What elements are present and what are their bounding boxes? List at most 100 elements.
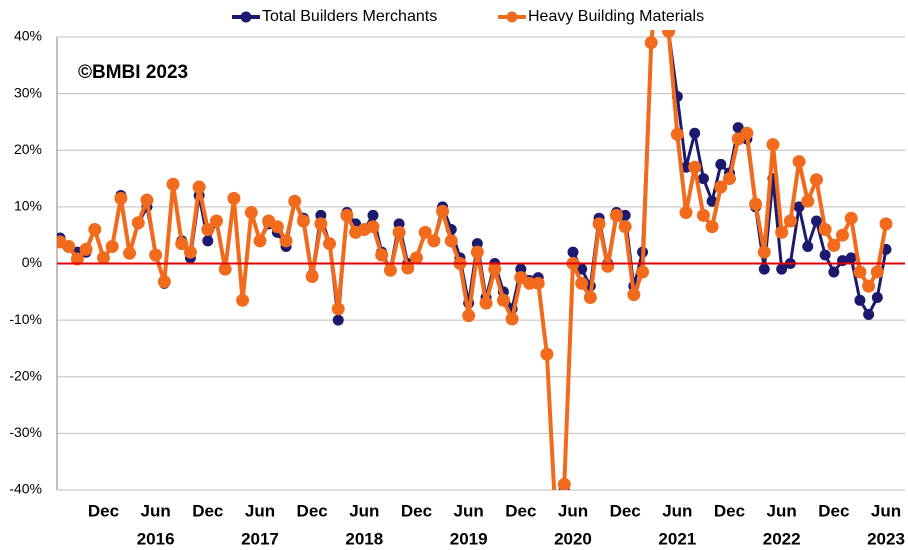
series-marker — [732, 122, 744, 134]
series-marker — [114, 191, 128, 205]
y-tick-label: -10% — [9, 311, 42, 327]
series-marker — [79, 242, 93, 256]
series-marker — [149, 248, 163, 262]
plot-area — [57, 30, 893, 490]
series-marker — [175, 237, 189, 251]
series-marker — [218, 262, 232, 276]
series-marker — [427, 234, 441, 248]
x-tick-label: Dec — [88, 501, 119, 520]
series-marker — [140, 193, 154, 207]
legend-marker — [506, 11, 518, 23]
y-tick-label: 40% — [14, 28, 42, 44]
series-marker — [749, 197, 763, 211]
series-marker — [279, 234, 293, 248]
series-marker — [201, 223, 215, 237]
x-year-label: 2018 — [345, 529, 383, 548]
series-marker — [636, 265, 650, 279]
x-tick-label: Jun — [245, 501, 275, 520]
series-marker — [96, 251, 110, 265]
x-tick-label: Dec — [714, 501, 745, 520]
series-marker — [166, 177, 180, 191]
series-marker — [809, 173, 823, 187]
series-marker — [819, 249, 831, 261]
series-marker — [123, 246, 137, 260]
x-tick-label: Jun — [871, 501, 901, 520]
series-marker — [758, 263, 770, 275]
series-marker — [705, 220, 719, 234]
y-tick-label: -20% — [9, 367, 42, 383]
x-year-label: 2020 — [554, 529, 592, 548]
series-marker — [827, 238, 841, 252]
series-marker — [845, 252, 857, 264]
x-tick-label: Dec — [610, 501, 641, 520]
series-marker — [870, 265, 884, 279]
series-marker — [244, 206, 258, 220]
series-marker — [383, 263, 397, 277]
series-marker — [418, 225, 432, 239]
series-marker — [688, 160, 702, 174]
series-marker — [557, 477, 571, 490]
series-marker — [253, 234, 267, 248]
series-marker — [697, 173, 709, 185]
x-tick-label: Dec — [401, 501, 432, 520]
series-marker — [802, 241, 814, 253]
series-marker — [444, 234, 458, 248]
x-tick-label: Dec — [192, 501, 223, 520]
series-marker — [863, 308, 875, 320]
series-marker — [609, 208, 623, 222]
series-marker — [366, 220, 380, 234]
series-marker — [722, 172, 736, 186]
series-marker — [323, 237, 337, 251]
series-line — [59, 30, 888, 490]
series-marker — [210, 214, 224, 228]
series-marker — [801, 194, 815, 208]
series-marker — [740, 126, 754, 140]
legend-marker — [240, 11, 252, 23]
series-marker — [644, 36, 658, 50]
series-marker — [479, 296, 493, 310]
series-marker — [662, 30, 676, 38]
series-marker — [601, 259, 615, 273]
series-marker — [488, 262, 502, 276]
series-marker — [296, 214, 310, 228]
series-marker — [88, 223, 102, 237]
series-marker — [131, 216, 145, 230]
series-marker — [818, 223, 832, 237]
series-marker — [583, 290, 597, 304]
series-marker — [105, 240, 119, 254]
series-marker — [592, 217, 606, 231]
x-tick-label: Dec — [818, 501, 849, 520]
x-year-label: 2023 — [867, 529, 905, 548]
series-marker — [689, 127, 701, 139]
series-marker — [227, 191, 241, 205]
series-marker — [392, 225, 406, 239]
series-marker — [766, 138, 780, 152]
series-marker — [828, 266, 840, 278]
x-tick-label: Dec — [505, 501, 536, 520]
x-tick-label: Jun — [558, 501, 588, 520]
series-marker — [679, 206, 693, 220]
legend-label: Total Builders Merchants — [262, 8, 437, 25]
y-tick-label: -30% — [9, 424, 42, 440]
series-marker — [776, 263, 788, 275]
series-marker — [331, 302, 345, 316]
x-year-label: 2016 — [137, 529, 175, 548]
series-marker — [409, 251, 423, 265]
series-marker — [844, 211, 858, 225]
x-tick-label: Dec — [297, 501, 328, 520]
x-tick-label: Jun — [349, 501, 379, 520]
y-tick-label: 0% — [22, 254, 42, 270]
series-marker — [183, 245, 197, 259]
x-tick-label: Jun — [662, 501, 692, 520]
series-marker — [853, 265, 867, 279]
x-year-label: 2021 — [658, 529, 696, 548]
x-tick-label: Jun — [767, 501, 797, 520]
series-marker — [567, 246, 579, 258]
series-marker — [496, 293, 510, 307]
series-marker — [314, 217, 328, 231]
series-marker — [62, 240, 76, 254]
series-marker — [696, 208, 710, 222]
series-marker — [470, 245, 484, 259]
series-marker — [505, 312, 519, 326]
